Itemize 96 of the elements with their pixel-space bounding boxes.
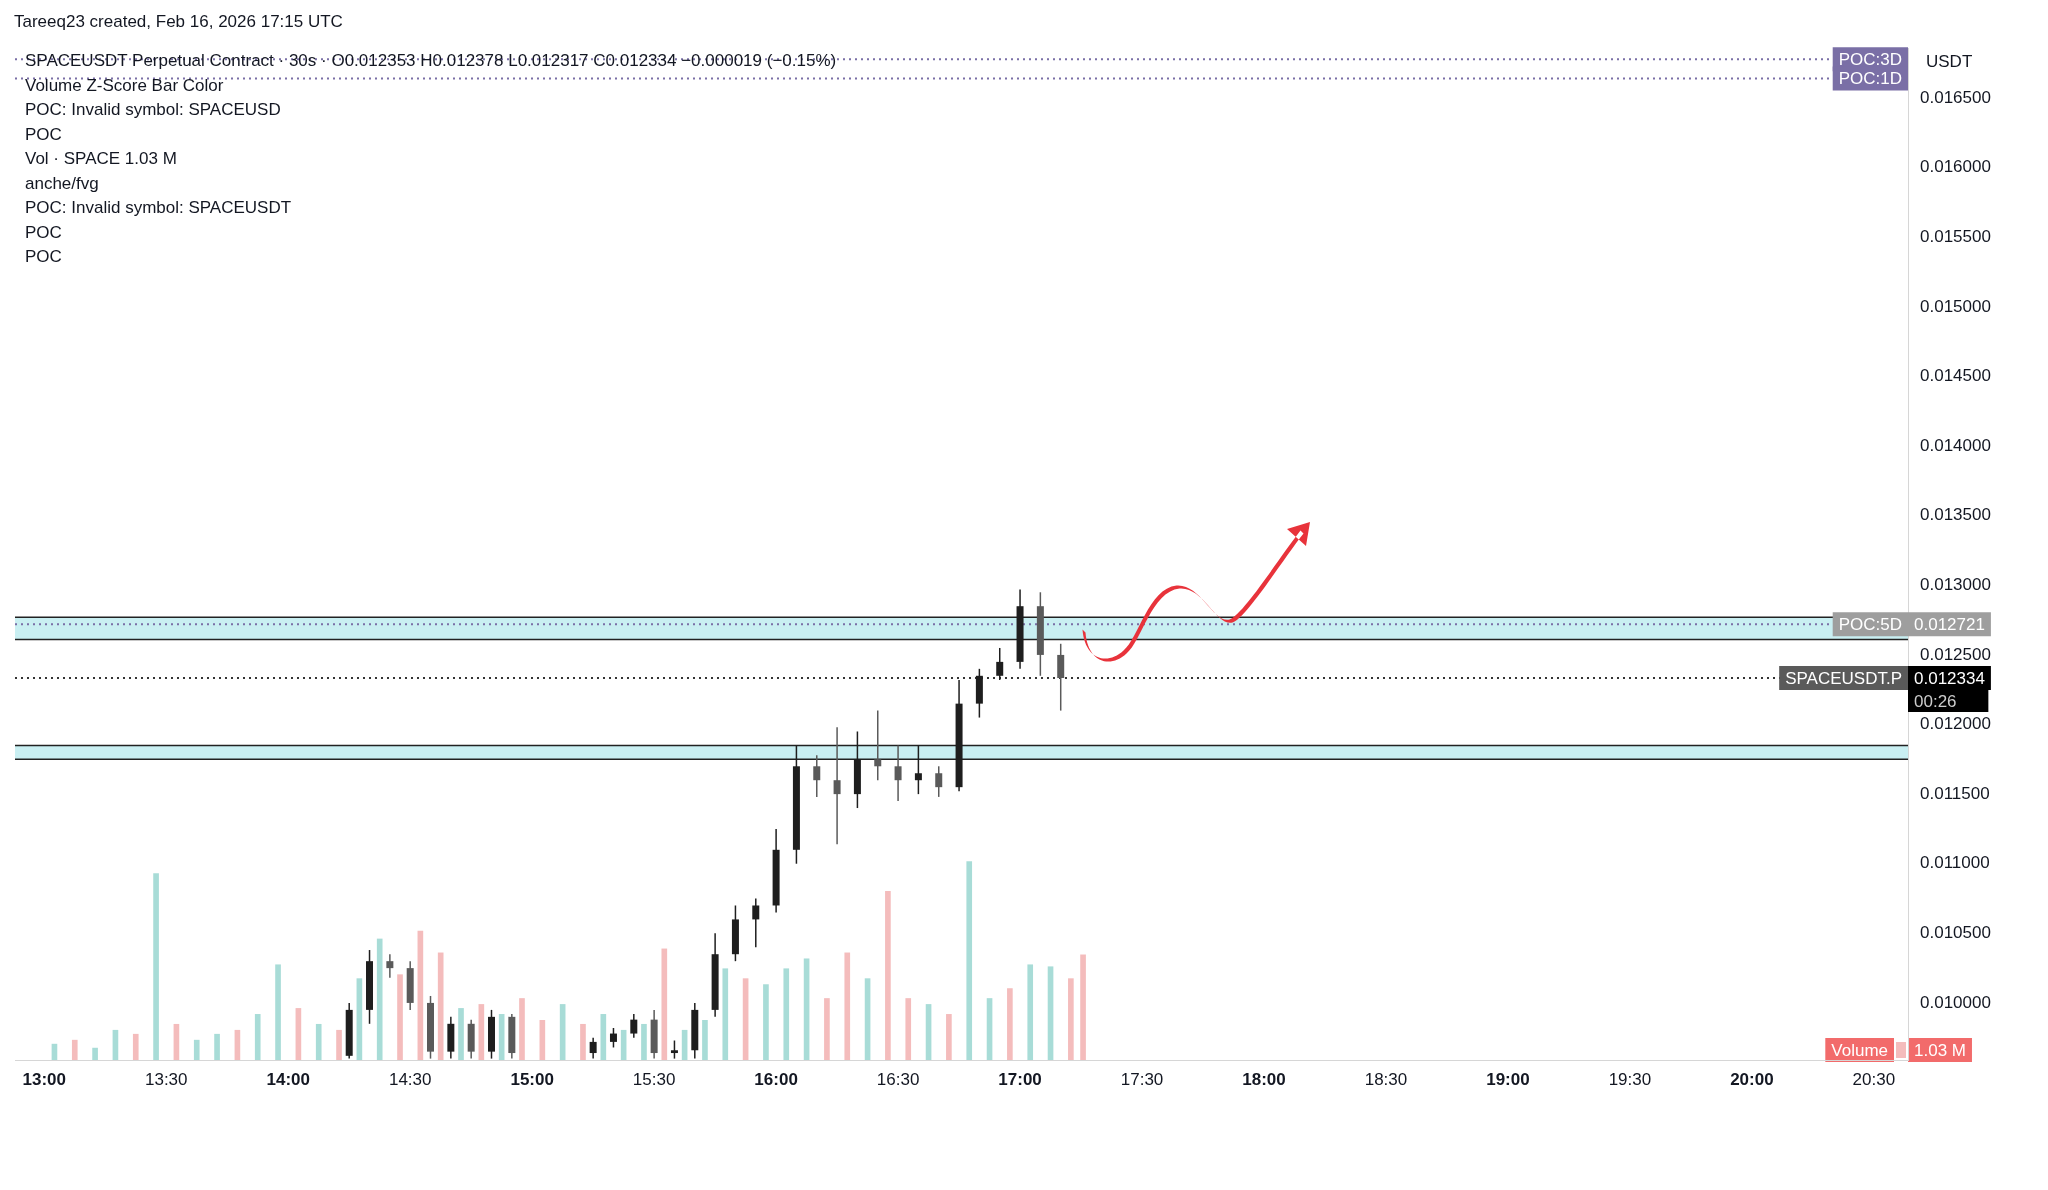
bar [1027,964,1034,1060]
chart-title: SPACEUSDT Perpetual Contract · 30s · O0.012353 H0.012378 L0.012317 C0.012334 −0.000019 (−0.15%) [25,50,837,70]
x-tick-label: 14:00 [266,1069,310,1089]
bar [71,1039,78,1060]
annotation: anche/fvg [25,173,99,193]
bar [193,1039,200,1060]
y-tick-label: 0.010000 [1920,992,1991,1012]
x-tick-label: 17:30 [1120,1069,1164,1089]
bar [783,968,790,1060]
bar [254,1014,261,1060]
candlestick [1057,643,1065,712]
annotation: POC:3D [1838,49,1902,69]
candlestick [752,897,760,948]
x-tick-label: 19:30 [1608,1069,1652,1089]
bar [824,998,830,1060]
bar [153,873,159,1060]
candlestick [833,726,841,845]
annotation: POC [25,247,62,267]
chart-subtitle: Tareeq23 created, Feb 16, 2026 17:15 UTC [14,11,343,31]
candlestick [813,754,821,798]
y-tick-label: 0.013000 [1920,575,1991,595]
bar [437,952,444,1060]
candlestick [894,744,902,802]
bar [92,1047,98,1060]
x-tick-label: 20:00 [1730,1069,1774,1089]
bar [641,1023,647,1060]
y-tick-label: 0.010500 [1920,923,1991,943]
bar [885,891,891,1060]
bar [580,1023,586,1060]
y-tick-label: 0.011000 [1920,853,1990,873]
bar [763,984,769,1060]
bar [336,1029,342,1060]
bar [966,861,973,1060]
bar [315,1023,322,1060]
x-tick-label: 13:30 [144,1069,188,1089]
annotation: Volume Z-Score Bar Color [25,75,224,95]
legend-label: Volume [1831,1040,1888,1060]
ref-line-label: 0.012334 [1914,668,1985,688]
annotation: Vol · SPACE 1.03 M [25,149,177,169]
x-tick-label: 15:30 [632,1069,676,1089]
bar [376,938,383,1060]
annotation: POC:5D [1838,614,1902,634]
y-tick-label: 0.016000 [1920,157,1991,177]
bar [905,998,912,1060]
x-tick-label: 18:30 [1364,1069,1408,1089]
candlestick [874,709,882,781]
bar [1068,978,1074,1060]
x-tick-label: 13:00 [22,1069,67,1089]
annotation: POC: Invalid symbol: SPACEUSD [25,100,281,120]
y-tick-label: 0.015000 [1920,296,1991,316]
bar [1007,988,1013,1060]
y-tick-label: 0.011500 [1920,783,1990,803]
bar [397,974,403,1060]
bar [458,1008,464,1060]
bar [844,952,851,1060]
y-tick-label: 0.014000 [1920,435,1991,455]
bar [661,948,668,1060]
candlestick [935,765,943,798]
text: SPACEUSDT.P [1785,668,1902,688]
text: 00:26 [1914,691,1957,711]
bar [214,1033,220,1060]
annotation: POC [25,222,62,242]
bar [600,1014,607,1060]
y-tick-label: 0.015500 [1920,227,1991,246]
x-tick-label: 17:00 [998,1069,1042,1089]
candlestick [386,953,394,979]
x-tick-label: 14:30 [388,1069,432,1089]
candlestick [609,1027,617,1049]
y-tick-label: 0.013500 [1920,505,1991,525]
x-tick-label: 20:30 [1852,1069,1896,1089]
y-tick-label: 0.012500 [1920,644,1991,664]
x-tick-label: 15:00 [510,1069,554,1089]
ref-line-label: 0.012721 [1914,614,1985,634]
candlestick [630,1013,638,1039]
bar [722,968,729,1060]
candlestick [996,647,1004,681]
annotation: POC [25,124,62,144]
bar [132,1033,139,1060]
x-tick-label: 18:00 [1242,1069,1286,1089]
text: 1.03 M [1914,1040,1966,1060]
x-tick-label: 16:30 [876,1069,920,1089]
bar [946,1014,952,1060]
x-tick-label: 19:00 [1486,1069,1530,1089]
candlestick [589,1036,597,1060]
x-tick-label: 16:00 [754,1069,798,1089]
y-tick-label: 0.016500 [1920,87,1991,107]
bar [275,964,281,1060]
annotation: POC:1D [1838,69,1902,89]
bar [702,1019,708,1060]
bar [1080,954,1086,1060]
candlestick [670,1039,678,1060]
y-tick-label: 0.012000 [1920,714,1991,734]
y-axis-title: USDT [1926,51,1973,71]
annotation: POC: Invalid symbol: SPACEUSDT [25,198,292,218]
y-tick-label: 0.014500 [1920,366,1991,386]
bar [519,998,525,1060]
